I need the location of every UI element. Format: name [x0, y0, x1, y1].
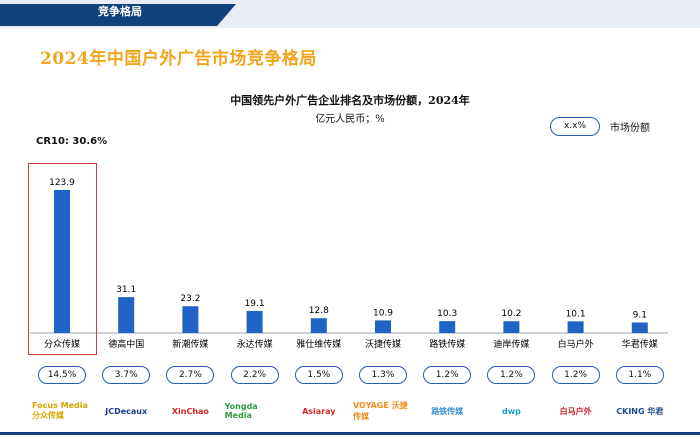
value-label-4: 19.1 — [245, 299, 265, 309]
chart-title: 中国领先户外广告企业排名及市场份额，2024年 — [230, 94, 470, 107]
bar-9 — [567, 321, 584, 333]
highlight-box — [28, 163, 97, 355]
legend-label: 市场份额 — [610, 123, 650, 134]
focus-media-logo: Focus Media 分众传媒 — [32, 401, 88, 420]
page-title: 2024年中国户外广告市场竞争格局 — [40, 49, 317, 69]
lutie-logo: 路铁传媒 — [431, 406, 464, 416]
value-label-3: 23.2 — [180, 294, 200, 304]
bar-6 — [375, 320, 391, 333]
category-label-10: 华君传媒 — [622, 338, 658, 350]
market-share-oval-5: 1.5% — [294, 366, 343, 384]
bar-7 — [439, 321, 456, 333]
cr10-label: CR10: 30.6% — [36, 136, 108, 147]
section-tab — [0, 4, 236, 26]
value-label-1: 123.9 — [49, 178, 75, 188]
footer-line — [0, 432, 700, 435]
legend-oval: x.x% — [550, 117, 600, 136]
category-label-2: 德高中国 — [108, 338, 144, 350]
bar-10 — [631, 322, 648, 333]
market-share-oval-3: 2.7% — [166, 366, 215, 384]
category-label-1: 分众传媒 — [44, 338, 80, 350]
category-label-9: 白马户外 — [558, 338, 594, 350]
bar-5 — [310, 318, 327, 333]
section-tab-label: 竞争格局 — [98, 5, 142, 18]
whitehorse-logo: 白马户外 — [559, 406, 592, 416]
market-share-oval-10: 1.1% — [615, 366, 664, 384]
market-share-oval-4: 2.2% — [230, 366, 279, 384]
market-share-oval-2: 3.7% — [102, 366, 151, 384]
voyage-logo: VOYAGE 沃捷传媒 — [353, 401, 408, 421]
value-label-9: 10.1 — [566, 309, 586, 319]
bar-2 — [118, 297, 135, 333]
value-label-5: 12.8 — [309, 306, 329, 316]
xinchao-logo: XinChao — [171, 406, 209, 416]
yongda-logo: Yongda Media — [224, 402, 258, 420]
category-label-8: 迪岸传媒 — [493, 338, 529, 350]
asiaray-logo: Asiaray — [302, 406, 336, 416]
chart-subtitle: 亿元人民币；% — [315, 114, 385, 125]
category-label-3: 新潮传媒 — [172, 338, 208, 350]
value-label-6: 10.9 — [373, 308, 393, 318]
market-share-oval-6: 1.3% — [359, 366, 407, 384]
cking-logo: CKING 华君 — [616, 406, 664, 416]
value-label-2: 31.1 — [116, 285, 136, 295]
market-share-oval-9: 1.2% — [551, 366, 600, 384]
category-label-6: 沃捷传媒 — [365, 338, 401, 350]
bar-4 — [246, 310, 263, 333]
value-label-7: 10.3 — [437, 309, 457, 319]
market-share-oval-1: 14.5% — [38, 366, 86, 384]
bar-3 — [182, 306, 199, 333]
bar-8 — [503, 321, 520, 333]
category-label-4: 永达传媒 — [237, 338, 273, 350]
value-label-8: 10.2 — [501, 309, 521, 319]
category-label-7: 路铁传媒 — [429, 338, 465, 350]
value-label-10: 9.1 — [633, 310, 647, 320]
dwp-logo: dwp — [501, 406, 521, 416]
category-label-5: 雅仕维传媒 — [296, 338, 341, 350]
bar-1 — [54, 190, 70, 333]
jcdecaux-logo: JCDecaux — [105, 406, 148, 416]
market-share-oval-8: 1.2% — [487, 366, 536, 384]
market-share-oval-7: 1.2% — [423, 366, 472, 384]
